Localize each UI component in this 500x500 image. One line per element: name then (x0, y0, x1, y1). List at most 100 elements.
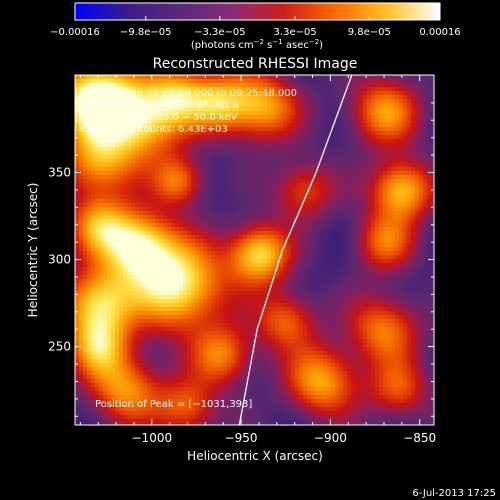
heatmap-cell (159, 179, 164, 184)
heatmap-cell (115, 423, 120, 425)
heatmap-cell (83, 135, 88, 140)
heatmap-cell (119, 123, 124, 128)
heatmap-cell (171, 267, 176, 272)
heatmap-cell (247, 215, 252, 220)
heatmap-cell (175, 99, 180, 104)
heatmap-cell (239, 383, 244, 388)
heatmap-cell (211, 407, 216, 412)
heatmap-cell (83, 279, 88, 284)
heatmap-cell (203, 407, 208, 412)
heatmap-cell (159, 339, 164, 344)
heatmap-cell (143, 243, 148, 248)
heatmap-cell (267, 219, 272, 224)
heatmap-cell (91, 135, 96, 140)
heatmap-cell (171, 371, 176, 376)
heatmap-cell (75, 347, 80, 352)
heatmap-cell (283, 207, 288, 212)
heatmap-cell (207, 383, 212, 388)
heatmap-cell (263, 363, 268, 368)
heatmap-cell (111, 347, 116, 352)
heatmap-cell (111, 183, 116, 188)
heatmap-cell (283, 363, 288, 368)
heatmap-cell (75, 227, 80, 232)
heatmap-cell (151, 255, 156, 260)
heatmap-cell (119, 95, 124, 100)
heatmap-cell (87, 347, 92, 352)
heatmap-cell (195, 167, 200, 172)
heatmap-cell (271, 163, 276, 168)
heatmap-cell (279, 83, 284, 88)
heatmap-cell (215, 319, 220, 324)
heatmap-cell (295, 359, 300, 364)
heatmap-cell (143, 91, 148, 96)
heatmap-cell (191, 255, 196, 260)
heatmap-cell (207, 99, 212, 104)
heatmap-cell (211, 303, 216, 308)
heatmap-cell (279, 111, 284, 116)
heatmap-cell (207, 131, 212, 136)
heatmap-cell (123, 299, 128, 304)
heatmap-cell (219, 299, 224, 304)
heatmap-cell (83, 115, 88, 120)
heatmap-cell (183, 367, 188, 372)
heatmap-cell (75, 359, 80, 364)
heatmap-cell (243, 79, 248, 84)
heatmap-cell (255, 143, 260, 148)
heatmap-cell (199, 383, 204, 388)
heatmap-cell (179, 363, 184, 368)
heatmap-cell (111, 191, 116, 196)
heatmap-cell (111, 103, 116, 108)
heatmap-cell (107, 323, 112, 328)
heatmap-cell (155, 247, 160, 252)
heatmap-cell (195, 411, 200, 416)
heatmap-cell (131, 123, 136, 128)
heatmap-cell (195, 331, 200, 336)
heatmap-cell (119, 175, 124, 180)
heatmap-cell (291, 123, 296, 128)
heatmap-cell (287, 251, 292, 256)
heatmap-cell (235, 415, 240, 420)
heatmap-cell (215, 143, 220, 148)
heatmap-cell (235, 143, 240, 148)
heatmap-cell (111, 287, 116, 292)
heatmap-cell (95, 343, 100, 348)
heatmap-cell (215, 279, 220, 284)
heatmap-cell (235, 339, 240, 344)
heatmap-cell (183, 115, 188, 120)
heatmap-cell (179, 423, 184, 425)
heatmap-cell (207, 379, 212, 384)
heatmap-cell (239, 119, 244, 124)
heatmap-cell (123, 79, 128, 84)
heatmap-cell (243, 195, 248, 200)
heatmap-cell (247, 323, 252, 328)
heatmap-cell (187, 143, 192, 148)
heatmap-cell (135, 175, 140, 180)
heatmap-cell (219, 395, 224, 400)
heatmap-cell (79, 419, 84, 424)
heatmap-cell (267, 135, 272, 140)
heatmap-cell (155, 307, 160, 312)
heatmap-cell (143, 183, 148, 188)
heatmap-cell (299, 231, 304, 236)
heatmap-cell (131, 339, 136, 344)
heatmap-cell (179, 415, 184, 420)
heatmap-cell (115, 295, 120, 300)
heatmap-cell (171, 167, 176, 172)
heatmap-cell (175, 347, 180, 352)
heatmap-cell (219, 399, 224, 404)
heatmap-cell (119, 187, 124, 192)
heatmap-cell (207, 247, 212, 252)
heatmap-cell (167, 119, 172, 124)
heatmap-cell (187, 359, 192, 364)
heatmap-cell (103, 135, 108, 140)
heatmap-cell (95, 251, 100, 256)
heatmap-cell (75, 307, 80, 312)
heatmap-cell (207, 223, 212, 228)
heatmap-cell (255, 139, 260, 144)
heatmap-cell (135, 331, 140, 336)
heatmap-cell (211, 287, 216, 292)
heatmap-cell (259, 171, 264, 176)
heatmap-cell (271, 215, 276, 220)
heatmap-cell (227, 163, 232, 168)
heatmap-cell (99, 211, 104, 216)
